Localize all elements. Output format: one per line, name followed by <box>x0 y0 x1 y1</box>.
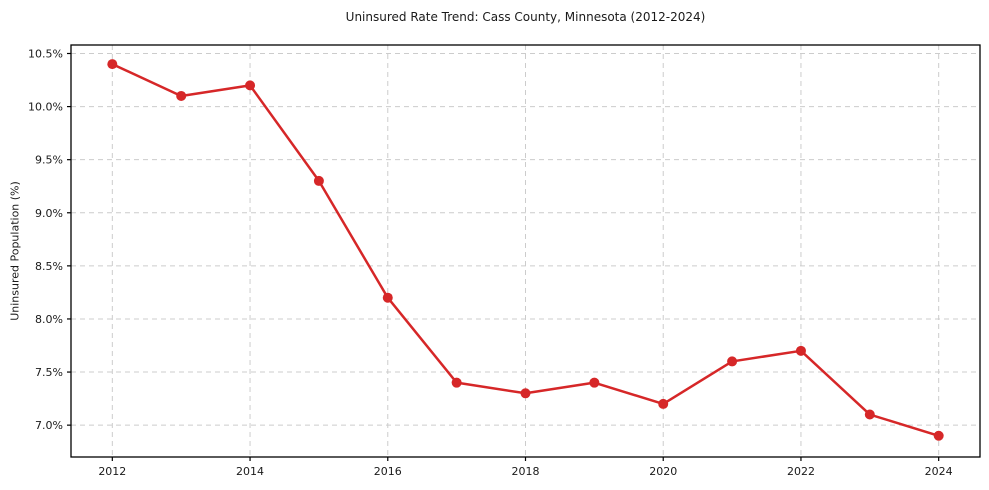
y-tick-label: 10.5% <box>28 47 63 60</box>
data-point-2021 <box>727 356 738 367</box>
y-tick-label: 9.5% <box>35 154 63 167</box>
data-point-2016 <box>382 292 393 303</box>
x-tick-label: 2020 <box>649 465 677 478</box>
y-tick-label: 7.5% <box>35 366 63 379</box>
chart-title: Uninsured Rate Trend: Cass County, Minne… <box>345 10 706 24</box>
data-point-2019 <box>589 377 600 388</box>
data-point-2023 <box>864 409 875 420</box>
y-tick-label: 10.0% <box>28 101 63 114</box>
data-point-2022 <box>795 345 806 356</box>
x-tick-label: 2022 <box>787 465 815 478</box>
x-tick-label: 2024 <box>925 465 953 478</box>
y-tick-label: 9.0% <box>35 207 63 220</box>
data-point-2015 <box>313 175 324 186</box>
data-point-2012 <box>107 59 118 70</box>
x-tick-label: 2014 <box>236 465 264 478</box>
x-tick-label: 2016 <box>374 465 402 478</box>
x-tick-label: 2012 <box>98 465 126 478</box>
y-tick-label: 8.0% <box>35 313 63 326</box>
x-tick-label: 2018 <box>512 465 540 478</box>
data-point-2020 <box>658 398 669 409</box>
y-tick-label: 7.0% <box>35 419 63 432</box>
data-point-2018 <box>520 388 531 399</box>
data-point-2013 <box>176 90 187 101</box>
data-point-2024 <box>933 430 944 441</box>
data-point-2014 <box>245 80 256 91</box>
data-point-2017 <box>451 377 462 388</box>
y-tick-label: 8.5% <box>35 260 63 273</box>
